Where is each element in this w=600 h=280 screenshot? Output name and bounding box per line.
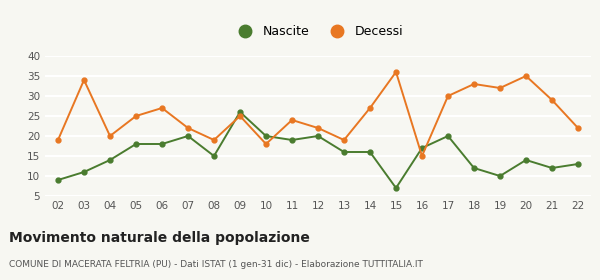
Decessi bbox=[574, 126, 581, 130]
Nascite bbox=[158, 142, 166, 146]
Nascite bbox=[470, 166, 478, 170]
Decessi bbox=[106, 134, 113, 138]
Decessi bbox=[158, 106, 166, 110]
Nascite bbox=[314, 134, 322, 138]
Decessi bbox=[418, 154, 425, 158]
Line: Nascite: Nascite bbox=[56, 109, 580, 190]
Text: Movimento naturale della popolazione: Movimento naturale della popolazione bbox=[9, 231, 310, 245]
Legend: Nascite, Decessi: Nascite, Decessi bbox=[228, 20, 408, 43]
Line: Decessi: Decessi bbox=[56, 69, 580, 158]
Nascite bbox=[548, 166, 556, 170]
Decessi bbox=[367, 106, 374, 110]
Nascite bbox=[80, 170, 88, 174]
Nascite bbox=[106, 158, 113, 162]
Nascite bbox=[340, 150, 347, 154]
Nascite bbox=[392, 186, 400, 190]
Decessi bbox=[80, 78, 88, 82]
Nascite bbox=[418, 146, 425, 150]
Decessi bbox=[289, 118, 296, 122]
Decessi bbox=[236, 114, 244, 118]
Nascite bbox=[211, 154, 218, 158]
Nascite bbox=[445, 134, 452, 138]
Decessi bbox=[133, 114, 140, 118]
Decessi bbox=[262, 142, 269, 146]
Text: COMUNE DI MACERATA FELTRIA (PU) - Dati ISTAT (1 gen-31 dic) - Elaborazione TUTTI: COMUNE DI MACERATA FELTRIA (PU) - Dati I… bbox=[9, 260, 423, 269]
Nascite bbox=[236, 110, 244, 114]
Nascite bbox=[133, 142, 140, 146]
Decessi bbox=[523, 74, 530, 78]
Decessi bbox=[55, 138, 62, 142]
Decessi bbox=[548, 98, 556, 102]
Decessi bbox=[184, 126, 191, 130]
Decessi bbox=[340, 138, 347, 142]
Decessi bbox=[496, 86, 503, 90]
Decessi bbox=[211, 138, 218, 142]
Nascite bbox=[367, 150, 374, 154]
Decessi bbox=[392, 70, 400, 74]
Nascite bbox=[184, 134, 191, 138]
Nascite bbox=[262, 134, 269, 138]
Nascite bbox=[574, 162, 581, 166]
Decessi bbox=[314, 126, 322, 130]
Decessi bbox=[445, 94, 452, 98]
Nascite bbox=[523, 158, 530, 162]
Nascite bbox=[289, 138, 296, 142]
Nascite bbox=[55, 178, 62, 182]
Decessi bbox=[470, 82, 478, 86]
Nascite bbox=[496, 174, 503, 178]
